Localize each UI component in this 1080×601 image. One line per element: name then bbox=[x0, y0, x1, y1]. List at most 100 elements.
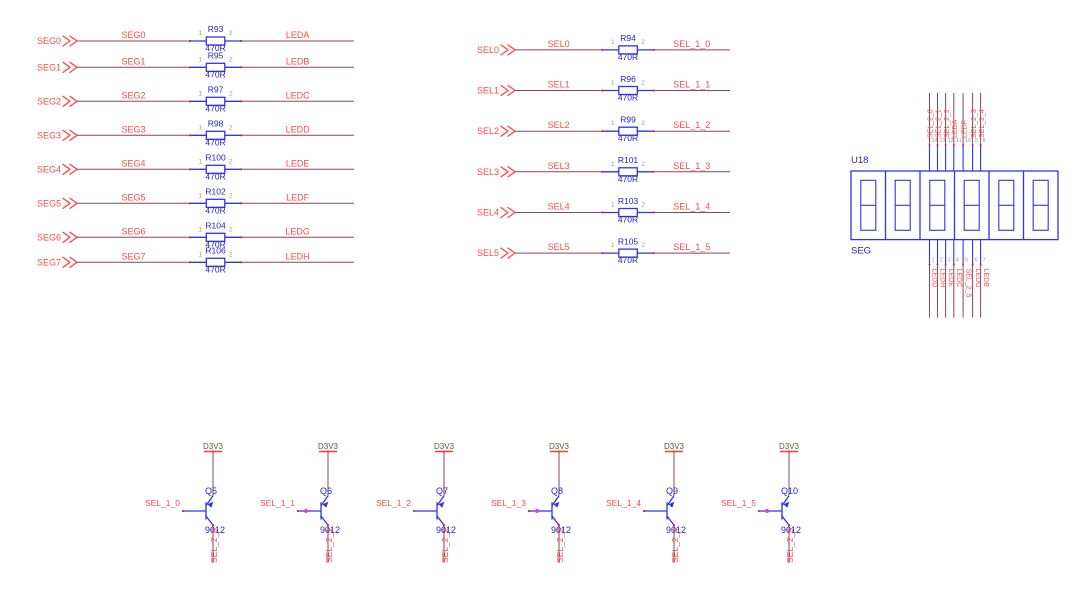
svg-text:SEL_2_0: SEL_2_0 bbox=[928, 109, 935, 138]
svg-text:SEL4: SEL4 bbox=[477, 208, 499, 218]
svg-text:LEDF: LEDF bbox=[961, 120, 968, 138]
svg-text:SEG5: SEG5 bbox=[121, 192, 145, 202]
svg-text:SEL_2_1: SEL_2_1 bbox=[324, 528, 334, 563]
svg-text:1: 1 bbox=[611, 242, 615, 249]
svg-text:SEL_1_5: SEL_1_5 bbox=[673, 242, 710, 252]
svg-text:LEDF: LEDF bbox=[286, 192, 310, 202]
svg-text:R96: R96 bbox=[620, 74, 636, 84]
svg-text:R99: R99 bbox=[620, 114, 636, 124]
svg-text:1: 1 bbox=[611, 161, 615, 168]
svg-text:LEDC: LEDC bbox=[286, 90, 311, 100]
svg-text:SEG: SEG bbox=[851, 246, 871, 257]
svg-text:SEL4: SEL4 bbox=[548, 202, 570, 212]
svg-text:2: 2 bbox=[229, 30, 233, 37]
svg-text:1: 1 bbox=[198, 226, 202, 233]
svg-text:R106: R106 bbox=[205, 246, 226, 256]
svg-text:LEDH: LEDH bbox=[939, 269, 946, 288]
svg-text:LEDH: LEDH bbox=[286, 251, 310, 261]
svg-text:Q6: Q6 bbox=[320, 486, 332, 496]
svg-text:2: 2 bbox=[641, 39, 645, 46]
svg-text:SEL_2_5: SEL_2_5 bbox=[785, 528, 795, 563]
svg-text:U18: U18 bbox=[851, 155, 868, 166]
svg-text:SEG7: SEG7 bbox=[121, 251, 145, 261]
svg-text:SEG2: SEG2 bbox=[121, 90, 145, 100]
svg-text:SEG7: SEG7 bbox=[37, 257, 61, 267]
svg-text:1: 1 bbox=[932, 258, 935, 264]
svg-text:5: 5 bbox=[965, 258, 968, 264]
svg-text:SEL_1_4: SEL_1_4 bbox=[606, 498, 641, 508]
svg-text:SEL0: SEL0 bbox=[548, 39, 570, 49]
svg-text:R100: R100 bbox=[205, 153, 226, 163]
svg-text:SEL_2_1: SEL_2_1 bbox=[936, 109, 943, 138]
svg-text:SEL1: SEL1 bbox=[548, 80, 570, 90]
svg-text:1: 1 bbox=[611, 80, 615, 87]
svg-text:R97: R97 bbox=[208, 85, 224, 95]
svg-text:LEDE: LEDE bbox=[286, 158, 310, 168]
svg-text:Q7: Q7 bbox=[436, 486, 448, 496]
svg-text:SEG3: SEG3 bbox=[121, 124, 145, 134]
svg-text:7: 7 bbox=[983, 258, 986, 264]
svg-text:470R: 470R bbox=[618, 255, 638, 265]
svg-text:Q9: Q9 bbox=[666, 486, 678, 496]
svg-text:R103: R103 bbox=[618, 196, 639, 206]
svg-text:SEG6: SEG6 bbox=[121, 226, 145, 236]
svg-text:1: 1 bbox=[611, 39, 615, 46]
svg-text:2: 2 bbox=[641, 80, 645, 87]
svg-text:Q10: Q10 bbox=[781, 486, 798, 496]
svg-text:SEL_1_5: SEL_1_5 bbox=[721, 498, 756, 508]
svg-text:SEL_2_3: SEL_2_3 bbox=[555, 528, 565, 563]
svg-text:SEL_2_0: SEL_2_0 bbox=[209, 528, 219, 563]
svg-text:SEG0: SEG0 bbox=[121, 30, 145, 40]
svg-text:470R: 470R bbox=[205, 264, 225, 274]
svg-text:SEG1: SEG1 bbox=[37, 62, 61, 72]
svg-text:R105: R105 bbox=[618, 236, 639, 246]
svg-text:SEG6: SEG6 bbox=[37, 232, 61, 242]
svg-text:LEDD: LEDD bbox=[286, 124, 311, 134]
svg-text:Q8: Q8 bbox=[551, 486, 563, 496]
svg-text:R93: R93 bbox=[208, 24, 224, 34]
svg-text:2: 2 bbox=[229, 226, 233, 233]
svg-text:SEL_2_3: SEL_2_3 bbox=[971, 109, 978, 138]
svg-text:6: 6 bbox=[975, 258, 978, 264]
svg-text:2: 2 bbox=[940, 258, 943, 264]
svg-text:SEG4: SEG4 bbox=[121, 158, 145, 168]
svg-text:SEG3: SEG3 bbox=[37, 130, 61, 140]
svg-text:LEDC: LEDC bbox=[955, 269, 962, 288]
svg-text:SEL_1_0: SEL_1_0 bbox=[145, 498, 180, 508]
svg-text:2: 2 bbox=[229, 56, 233, 63]
svg-text:1: 1 bbox=[198, 192, 202, 199]
svg-text:Q5: Q5 bbox=[205, 486, 217, 496]
svg-text:2: 2 bbox=[641, 242, 645, 249]
svg-text:R98: R98 bbox=[208, 119, 224, 129]
svg-text:SEL_2_2: SEL_2_2 bbox=[944, 109, 951, 138]
svg-text:4: 4 bbox=[956, 258, 959, 264]
svg-text:SEG5: SEG5 bbox=[37, 198, 61, 208]
svg-text:SEL_2_4: SEL_2_4 bbox=[979, 109, 986, 138]
svg-text:SEL_1_3: SEL_1_3 bbox=[491, 498, 526, 508]
svg-text:470R: 470R bbox=[205, 205, 225, 215]
svg-text:1: 1 bbox=[198, 30, 202, 37]
svg-text:SEL_1_4: SEL_1_4 bbox=[673, 202, 710, 212]
svg-text:2: 2 bbox=[641, 202, 645, 209]
svg-text:SEG2: SEG2 bbox=[37, 96, 61, 106]
svg-text:2: 2 bbox=[229, 251, 233, 258]
svg-text:1: 1 bbox=[198, 124, 202, 131]
svg-text:SEL_1_3: SEL_1_3 bbox=[673, 161, 710, 171]
svg-text:470R: 470R bbox=[618, 52, 638, 62]
svg-text:2: 2 bbox=[641, 120, 645, 127]
svg-text:R94: R94 bbox=[620, 33, 636, 43]
svg-text:470R: 470R bbox=[618, 133, 638, 143]
svg-text:2: 2 bbox=[641, 161, 645, 168]
svg-text:3: 3 bbox=[948, 258, 951, 264]
svg-text:SEL_2_4: SEL_2_4 bbox=[670, 528, 680, 563]
svg-text:SEG0: SEG0 bbox=[37, 36, 61, 46]
svg-text:470R: 470R bbox=[205, 137, 225, 147]
svg-text:LEDB: LEDB bbox=[982, 269, 989, 288]
svg-text:1: 1 bbox=[611, 120, 615, 127]
svg-text:470R: 470R bbox=[205, 171, 225, 181]
svg-text:SEL5: SEL5 bbox=[477, 248, 499, 258]
svg-text:R95: R95 bbox=[208, 51, 224, 61]
svg-text:LEDA: LEDA bbox=[952, 119, 959, 138]
svg-text:R104: R104 bbox=[205, 221, 226, 231]
svg-text:2: 2 bbox=[229, 192, 233, 199]
